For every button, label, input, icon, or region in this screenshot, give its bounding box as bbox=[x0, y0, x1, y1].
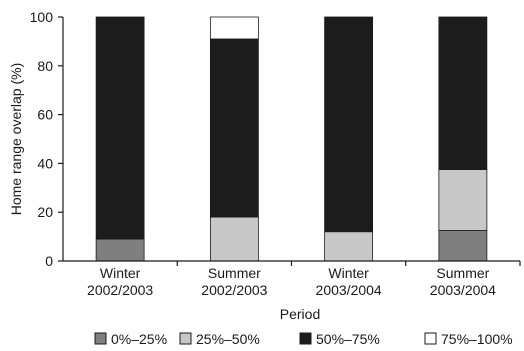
legend-swatch bbox=[179, 332, 192, 345]
bar-segment-1-1 bbox=[95, 238, 145, 262]
y-axis-label: Home range overlap (%) bbox=[8, 63, 24, 216]
x-tick-label: Summer 2003/2004 bbox=[430, 265, 496, 298]
legend-swatch bbox=[424, 332, 437, 345]
x-tick-label: Winter 2003/2004 bbox=[316, 265, 382, 298]
legend-swatch bbox=[299, 332, 312, 345]
legend-swatch bbox=[94, 332, 107, 345]
y-tick-label: 20 bbox=[37, 204, 53, 220]
bar-segment-3-2 bbox=[324, 231, 374, 262]
bar-segment-2-2 bbox=[209, 216, 259, 262]
legend-label: 75%–100% bbox=[441, 331, 513, 347]
x-tick-label: Winter 2002/2003 bbox=[87, 265, 153, 298]
y-tick-label: 0 bbox=[45, 253, 53, 269]
y-tick-label: 40 bbox=[37, 155, 53, 171]
y-tick-label: 100 bbox=[30, 9, 54, 25]
axes-group: 0 20 40 60 80 100 Winter 2002/2003 Summer 2002/20… bbox=[30, 9, 521, 298]
legend-label: 0%–25% bbox=[111, 331, 167, 347]
legend: 0%–25% 25%–50% 50%–75% 75%–100% bbox=[94, 331, 513, 347]
bars-group bbox=[95, 16, 488, 262]
bar-segment-3-3 bbox=[324, 16, 374, 233]
y-tick-label: 60 bbox=[37, 107, 53, 123]
x-tick-label: Summer 2002/2003 bbox=[201, 265, 267, 298]
bar-segment-2-4 bbox=[209, 16, 259, 40]
bar-segment-4-2 bbox=[438, 169, 488, 231]
bar-segment-2-3 bbox=[209, 38, 259, 218]
y-tick-label: 80 bbox=[37, 58, 53, 74]
legend-label: 50%–75% bbox=[316, 331, 380, 347]
bar-segment-4-1 bbox=[438, 230, 488, 262]
bar-segment-1-3 bbox=[95, 16, 145, 240]
x-axis-label: Period bbox=[280, 306, 320, 322]
legend-label: 25%–50% bbox=[196, 331, 260, 347]
bar-segment-4-3 bbox=[438, 16, 488, 170]
